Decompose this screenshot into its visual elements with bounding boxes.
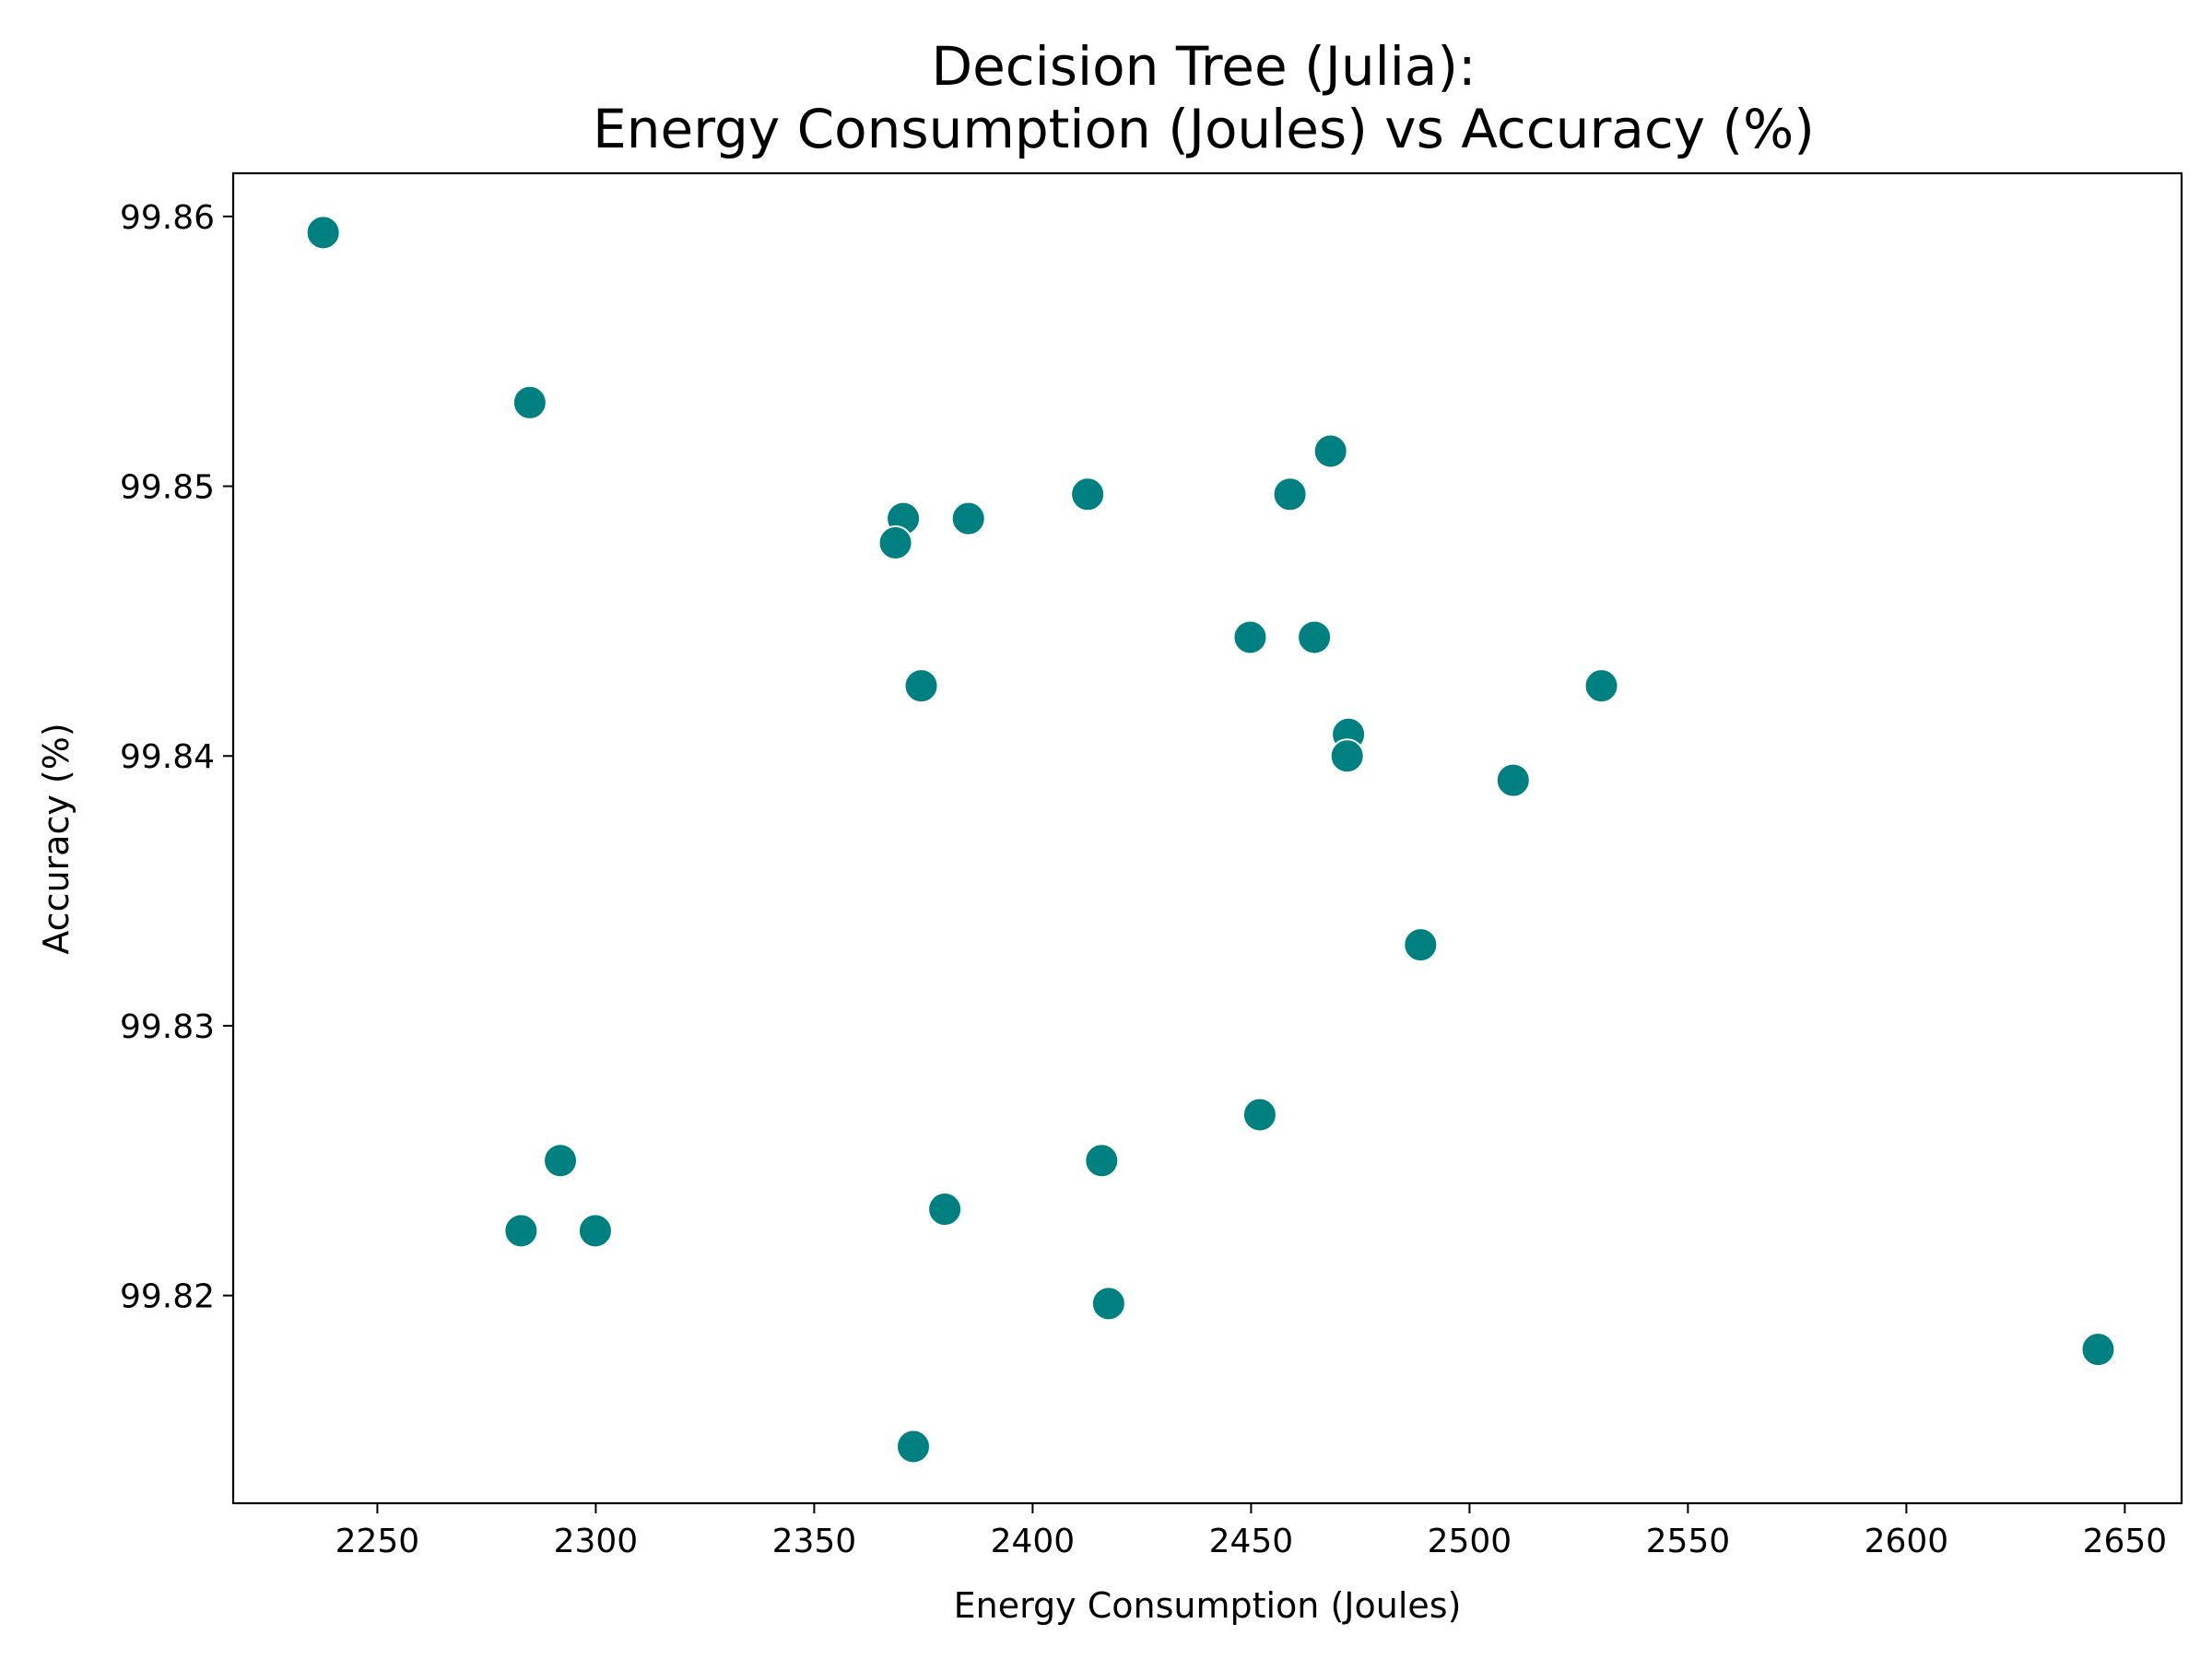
data-point xyxy=(577,1213,613,1249)
y-axis-label: Accuracy (%) xyxy=(36,723,76,954)
data-point xyxy=(503,1213,539,1249)
y-tick-label: 99.86 xyxy=(120,199,215,237)
y-tick-label: 99.82 xyxy=(120,1278,215,1316)
data-point xyxy=(1403,927,1439,963)
plot-area-frame xyxy=(231,171,2183,1505)
data-point xyxy=(1272,477,1308,512)
data-point xyxy=(543,1143,579,1179)
data-point xyxy=(1297,619,1333,655)
y-tick-label: 99.84 xyxy=(120,738,215,776)
x-tick-label: 2400 xyxy=(991,1523,1076,1560)
data-point xyxy=(1084,1143,1120,1179)
data-point xyxy=(1329,738,1365,774)
data-point xyxy=(305,215,341,251)
data-point xyxy=(1232,619,1268,655)
x-axis-label: Energy Consumption (Joules) xyxy=(954,1585,1462,1626)
x-tick-label: 2300 xyxy=(554,1523,639,1560)
data-point xyxy=(512,384,547,420)
x-tick-label: 2600 xyxy=(1865,1523,1949,1560)
x-tick-label: 2450 xyxy=(1209,1523,1294,1560)
data-point xyxy=(1312,433,1348,469)
data-point xyxy=(877,524,913,560)
x-axis-ticks: 2250 2300 2350 2400 2450 2500 2550 2600 2650 xyxy=(335,1503,2168,1560)
x-tick-label: 2250 xyxy=(335,1523,420,1560)
data-point xyxy=(903,668,939,704)
data-point xyxy=(1583,668,1619,704)
data-point xyxy=(1495,762,1531,798)
y-tick-label: 99.85 xyxy=(120,469,215,507)
points-layer xyxy=(305,215,2116,1465)
data-point xyxy=(1070,477,1106,512)
data-point xyxy=(950,500,986,536)
y-tick-label: 99.83 xyxy=(120,1008,215,1046)
chart-title-line2: Energy Consumption (Joules) vs Accuracy … xyxy=(593,98,1815,160)
x-tick-label: 2350 xyxy=(772,1523,857,1560)
chart-title-line1: Decision Tree (Julia): xyxy=(931,35,1476,98)
data-point xyxy=(1090,1286,1126,1322)
y-axis-ticks: 99.82 99.83 99.84 99.85 99.86 xyxy=(120,199,233,1316)
data-point xyxy=(2080,1332,2116,1368)
x-tick-label: 2550 xyxy=(1646,1523,1731,1560)
data-point xyxy=(927,1191,963,1227)
data-point xyxy=(1241,1097,1277,1133)
x-tick-label: 2500 xyxy=(1428,1523,1512,1560)
x-tick-label: 2650 xyxy=(2083,1523,2168,1560)
data-point xyxy=(896,1429,932,1465)
